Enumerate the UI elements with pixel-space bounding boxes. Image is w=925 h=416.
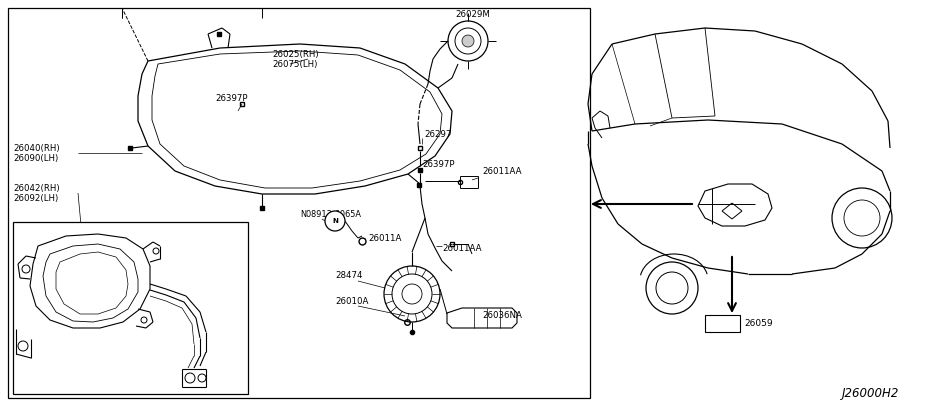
Text: 26011A: 26011A bbox=[368, 233, 401, 243]
Text: 26011AA: 26011AA bbox=[482, 166, 522, 176]
Text: 26042+A(RH): 26042+A(RH) bbox=[168, 356, 224, 364]
Text: 26042(RH): 26042(RH) bbox=[13, 183, 59, 193]
Text: (2): (2) bbox=[328, 218, 339, 228]
Text: 26025(RH): 26025(RH) bbox=[272, 50, 318, 59]
Text: 26011AA: 26011AA bbox=[442, 243, 482, 253]
Bar bbox=[705, 315, 740, 332]
Text: 26397P: 26397P bbox=[422, 159, 454, 168]
Text: 26092(LH): 26092(LH) bbox=[13, 193, 58, 203]
Circle shape bbox=[462, 35, 474, 47]
Text: 26297: 26297 bbox=[424, 129, 451, 139]
Bar bbox=[13, 222, 248, 394]
Text: N08913-6065A: N08913-6065A bbox=[300, 210, 361, 218]
Text: 26029M: 26029M bbox=[455, 10, 490, 18]
Bar bbox=[8, 8, 590, 398]
Text: 26075(LH): 26075(LH) bbox=[272, 59, 317, 69]
Text: 28474: 28474 bbox=[335, 272, 363, 280]
Text: 26059: 26059 bbox=[744, 319, 772, 328]
Text: 26010A: 26010A bbox=[335, 297, 368, 307]
Text: 26397P: 26397P bbox=[215, 94, 248, 102]
Text: 26090(LH): 26090(LH) bbox=[13, 154, 58, 163]
Text: N: N bbox=[332, 218, 338, 224]
Text: 26040(RH): 26040(RH) bbox=[13, 144, 59, 153]
Text: J26000H2: J26000H2 bbox=[842, 387, 899, 401]
Circle shape bbox=[325, 211, 345, 231]
Text: 26036NA: 26036NA bbox=[482, 312, 522, 320]
Text: 26092+A(LH): 26092+A(LH) bbox=[168, 364, 223, 374]
